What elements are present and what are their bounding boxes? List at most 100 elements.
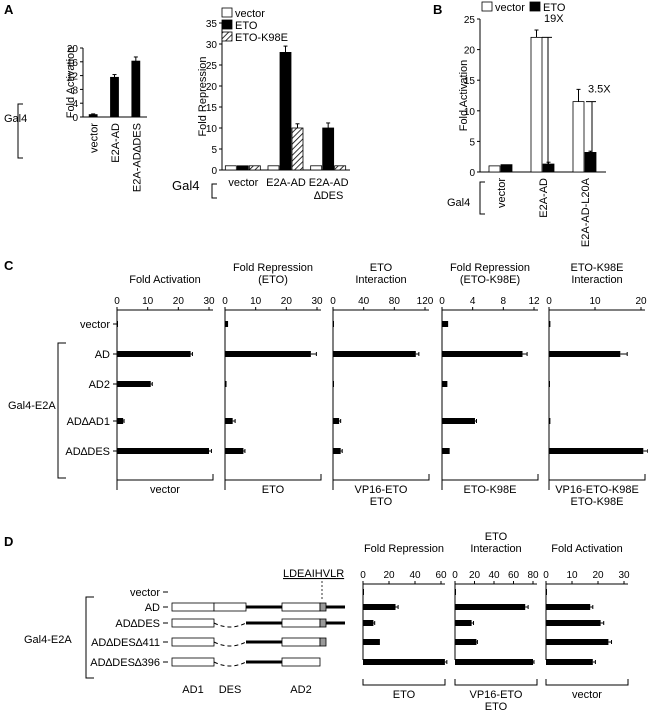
bar	[236, 165, 249, 171]
motif-box	[319, 618, 327, 628]
y-axis-label: Fold Repression	[197, 56, 209, 136]
bar	[117, 351, 191, 357]
bar	[542, 163, 555, 173]
x-tick-label: 12	[528, 296, 540, 307]
subchart-title: (ETO-K98E)	[460, 274, 520, 286]
x-tick-label: 20	[173, 296, 185, 307]
bar	[225, 321, 229, 327]
row-label: AD∆DES∆396	[90, 657, 160, 669]
x-tick-label: 20	[383, 570, 395, 581]
x-tick-label: 120	[417, 296, 434, 307]
footer-label: ETO	[370, 496, 393, 508]
panel-label-d: D	[4, 534, 13, 549]
category-bracket	[211, 183, 217, 199]
footer-bracket	[224, 474, 322, 481]
bar	[455, 620, 472, 626]
bar	[455, 639, 477, 645]
annotation-19x: 19X	[544, 13, 564, 25]
x-tick-label: 60	[508, 570, 520, 581]
x-tick-label: 40	[409, 570, 421, 581]
bar	[224, 165, 237, 171]
legend-label: vector	[235, 8, 265, 20]
legend-swatch	[481, 1, 493, 12]
category-label: E2A-AD-L20A	[580, 177, 592, 247]
domain-label: AD2	[290, 684, 311, 696]
subchart-title: Fold Activation	[129, 274, 201, 286]
bar	[363, 620, 374, 626]
bar	[546, 639, 609, 645]
bar	[442, 321, 449, 327]
category-label: vector	[89, 123, 101, 153]
bar	[546, 659, 593, 665]
subchart-title: Fold Repression	[364, 543, 444, 555]
x-tick-label: 0	[439, 296, 445, 307]
category-label: E2A-AD	[538, 178, 550, 218]
bar	[225, 351, 311, 357]
bar	[117, 418, 124, 424]
bar	[455, 589, 456, 595]
bar	[442, 448, 450, 454]
category-label: vector	[496, 178, 508, 208]
y-tick-label: 15	[206, 103, 218, 114]
subchart-title: Fold Repression	[233, 262, 313, 274]
gal4-label-a2: Gal4	[172, 178, 199, 193]
y-axis-label: Fold Activation	[458, 60, 470, 132]
bar	[572, 101, 585, 173]
x-tick-label: 0	[222, 296, 228, 307]
bar	[291, 127, 304, 171]
y-tick-label: 5	[211, 145, 217, 156]
x-tick-label: 10	[566, 570, 578, 581]
footer-bracket	[545, 679, 629, 686]
bar	[88, 114, 98, 118]
bar	[117, 381, 151, 387]
legend-swatch	[529, 1, 541, 12]
bar	[333, 321, 334, 327]
motif-label: LDEAIHVLR	[283, 568, 344, 580]
x-tick-label: 20	[469, 570, 481, 581]
bar	[363, 589, 364, 595]
bar	[455, 659, 533, 665]
footer-bracket	[454, 679, 538, 686]
domain-label: DES	[219, 684, 242, 696]
bar	[488, 165, 501, 173]
row-label: AD∆DES	[65, 446, 110, 458]
footer-bracket	[332, 474, 430, 481]
x-tick-label: 0	[114, 296, 120, 307]
row-label: AD∆AD1	[67, 416, 110, 428]
subchart-title: Fold Activation	[551, 543, 623, 555]
bar	[333, 448, 341, 454]
x-tick-label: 0	[330, 296, 336, 307]
chart-b: 0 5 10 15 20 25 Fold Activation vector E2A-AD E2A…	[458, 1, 611, 247]
panel-label-c: C	[4, 258, 14, 273]
bar	[322, 127, 335, 171]
y-tick-label: 0	[72, 113, 78, 124]
y-tick-label: 20	[206, 82, 218, 93]
x-tick-label: 20	[592, 570, 604, 581]
y-tick-label: 8	[72, 85, 78, 96]
row-label: vector	[80, 319, 110, 331]
y-tick-label: 30	[206, 40, 218, 51]
bar	[549, 321, 551, 327]
bar	[546, 589, 547, 595]
bar	[110, 76, 119, 118]
legend-swatch	[221, 31, 233, 42]
footer-label: ETO-K98E	[464, 484, 517, 496]
x-tick-label: 8	[501, 296, 507, 307]
y-tick-label: 20	[67, 44, 79, 55]
legend-label: vector	[495, 2, 525, 14]
domain-box	[171, 618, 215, 628]
legend-label: ETO	[543, 2, 566, 14]
x-tick-label: 40	[488, 570, 500, 581]
bar	[549, 418, 551, 424]
legend-label: ETO	[235, 20, 258, 32]
footer-bracket	[548, 474, 646, 481]
subchart-title: ETO	[370, 262, 393, 274]
category-label: E2A-AD∆DES	[131, 123, 143, 192]
bar	[442, 351, 523, 357]
deletion-dash	[213, 661, 247, 667]
legend-swatch	[221, 7, 233, 18]
x-tick-label: 0	[546, 296, 552, 307]
x-tick-label: 10	[142, 296, 154, 307]
